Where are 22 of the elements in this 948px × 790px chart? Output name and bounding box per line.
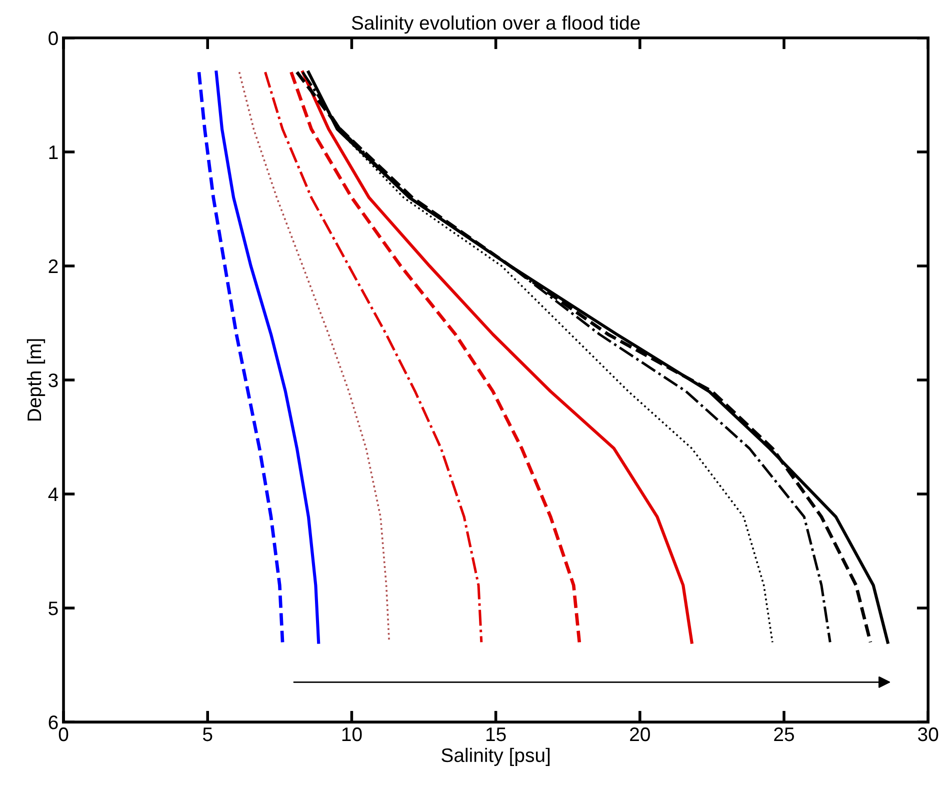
line-series (214, 70, 320, 644)
y-tick-label: 2 (48, 259, 58, 274)
x-tick-label: 5 (202, 728, 212, 742)
y-tick-label: 3 (48, 373, 58, 388)
y-axis-title: Depth [m] (26, 339, 46, 421)
chart-title: Salinity evolution over a flood tide (352, 15, 640, 34)
x-axis-title: Salinity [psu] (442, 748, 550, 766)
line-series (290, 70, 582, 644)
line-series (264, 70, 483, 644)
x-tick-label: 30 (918, 727, 938, 742)
x-tick-label: 10 (342, 727, 362, 742)
x-tick-label: 15 (486, 728, 506, 742)
line-series (197, 70, 284, 644)
y-tick-label: 0 (48, 31, 58, 46)
y-tick-label: 4 (48, 488, 58, 502)
line-series (301, 70, 694, 644)
y-tick-label: 6 (48, 716, 58, 730)
x-tick-label: 25 (774, 727, 794, 742)
y-tick-label: 1 (49, 146, 58, 159)
x-tick-label: 0 (58, 727, 68, 742)
y-tick-label: 5 (48, 602, 58, 616)
x-tick-label: 20 (630, 727, 650, 742)
